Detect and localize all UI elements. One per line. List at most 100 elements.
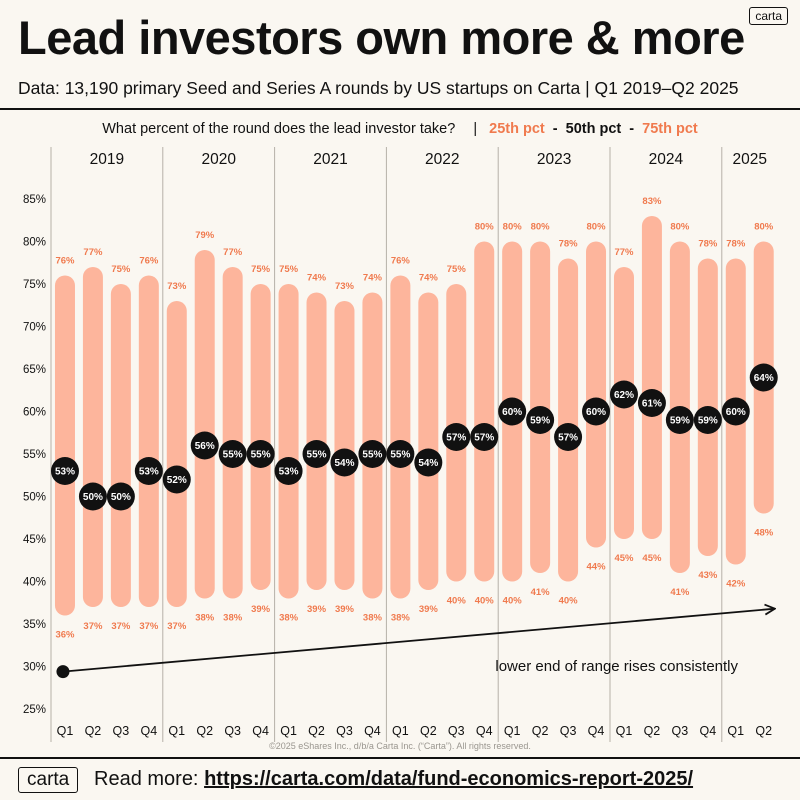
- quarter-label: Q4: [699, 724, 716, 738]
- p25-label: 48%: [754, 528, 774, 539]
- median-label: 52%: [167, 475, 187, 486]
- quarter-label: Q1: [280, 724, 297, 738]
- median-label: 54%: [418, 458, 438, 469]
- quarter-label: Q4: [252, 724, 269, 738]
- p75-label: 74%: [363, 273, 383, 284]
- p75-label: 78%: [698, 239, 718, 250]
- median-label: 57%: [474, 433, 494, 444]
- median-marker: [134, 457, 163, 485]
- quarter-label: Q2: [308, 724, 325, 738]
- median-marker: [414, 448, 443, 477]
- y-tick-label: 80%: [23, 237, 46, 249]
- p25-label: 44%: [587, 562, 607, 573]
- range-bar: [250, 284, 271, 590]
- p25-label: 38%: [363, 613, 383, 624]
- median-label: 57%: [558, 433, 578, 444]
- copyright-text: ©2025 eShares Inc., d/b/a Carta Inc. (“C…: [269, 741, 531, 751]
- median-label: 59%: [670, 416, 690, 427]
- p75-label: 75%: [447, 264, 467, 275]
- year-label: 2022: [425, 151, 459, 168]
- range-bar: [110, 284, 131, 607]
- quarter-label: Q3: [672, 724, 689, 738]
- p25-label: 41%: [531, 587, 551, 598]
- p75-label: 76%: [139, 256, 159, 267]
- carta-logo[interactable]: carta: [749, 7, 788, 25]
- p75-label: 83%: [642, 196, 662, 207]
- quarter-label: Q1: [392, 724, 409, 738]
- p75-label: 75%: [251, 264, 271, 275]
- p25-label: 40%: [447, 596, 467, 607]
- p25-label: 40%: [475, 596, 495, 607]
- median-label: 55%: [251, 450, 271, 461]
- p75-label: 74%: [307, 273, 327, 284]
- median-marker: [442, 423, 471, 451]
- range-bar: [194, 250, 215, 599]
- range-bar: [418, 292, 439, 590]
- median-marker: [190, 431, 219, 460]
- median-label: 50%: [83, 492, 103, 503]
- quarter-label: Q4: [588, 724, 605, 738]
- y-tick-label: 55%: [23, 449, 46, 461]
- quarter-label: Q1: [727, 724, 744, 738]
- p75-label: 78%: [726, 239, 746, 250]
- median-label: 53%: [55, 467, 75, 478]
- legend-line: What percent of the round does the lead …: [0, 121, 800, 137]
- quarter-label: Q3: [448, 724, 465, 738]
- p25-label: 39%: [307, 604, 327, 615]
- median-marker: [554, 423, 583, 451]
- p25-label: 38%: [279, 613, 299, 624]
- median-marker: [609, 380, 638, 409]
- p25-label: 37%: [167, 621, 187, 632]
- median-marker: [246, 440, 275, 468]
- y-tick-label: 85%: [23, 194, 46, 206]
- trend-annotation: lower end of range rises consistently: [495, 658, 738, 675]
- y-tick-label: 35%: [23, 619, 46, 631]
- p25-label: 43%: [698, 570, 718, 581]
- p25-label: 39%: [251, 604, 271, 615]
- legend-dash-1: -: [552, 121, 558, 137]
- carta-footer-logo[interactable]: carta: [18, 767, 79, 793]
- range-bar: [166, 301, 187, 607]
- report-link[interactable]: https://carta.com/data/fund-economics-re…: [204, 768, 694, 790]
- median-label: 62%: [614, 390, 634, 401]
- footer-divider: [0, 757, 800, 759]
- median-label: 60%: [586, 407, 606, 418]
- median-marker: [665, 406, 694, 434]
- median-marker: [162, 465, 191, 494]
- p25-label: 45%: [642, 553, 662, 564]
- year-label: 2024: [649, 151, 684, 168]
- p25-label: 37%: [139, 621, 159, 632]
- median-label: 55%: [390, 450, 410, 461]
- legend-p75: 75th pct: [642, 121, 698, 137]
- median-label: 53%: [139, 467, 159, 478]
- median-marker: [302, 440, 331, 468]
- p25-label: 40%: [559, 596, 579, 607]
- y-tick-label: 70%: [23, 322, 46, 334]
- quarter-label: Q3: [336, 724, 353, 738]
- trend-arrow: [62, 609, 775, 673]
- p75-label: 80%: [475, 222, 495, 233]
- median-marker: [386, 440, 415, 468]
- p75-label: 75%: [279, 264, 299, 275]
- median-label: 60%: [502, 407, 522, 418]
- range-bar: [558, 258, 579, 582]
- y-tick-label: 30%: [23, 662, 46, 674]
- quarter-label: Q4: [140, 724, 157, 738]
- p25-label: 45%: [614, 553, 634, 564]
- y-tick-label: 75%: [23, 279, 46, 291]
- range-bar: [138, 275, 159, 607]
- median-marker: [470, 423, 499, 451]
- p25-label: 38%: [391, 613, 411, 624]
- range-bar: [586, 241, 607, 548]
- p75-label: 75%: [111, 264, 131, 275]
- p75-label: 80%: [587, 222, 607, 233]
- p75-label: 80%: [754, 222, 774, 233]
- quarter-label: Q3: [560, 724, 577, 738]
- p25-label: 42%: [726, 579, 746, 590]
- quarter-label: Q2: [196, 724, 213, 738]
- year-label: 2021: [313, 151, 347, 168]
- p25-label: 36%: [55, 630, 75, 641]
- median-label: 60%: [726, 407, 746, 418]
- range-bar: [82, 267, 103, 607]
- quarter-label: Q2: [644, 724, 661, 738]
